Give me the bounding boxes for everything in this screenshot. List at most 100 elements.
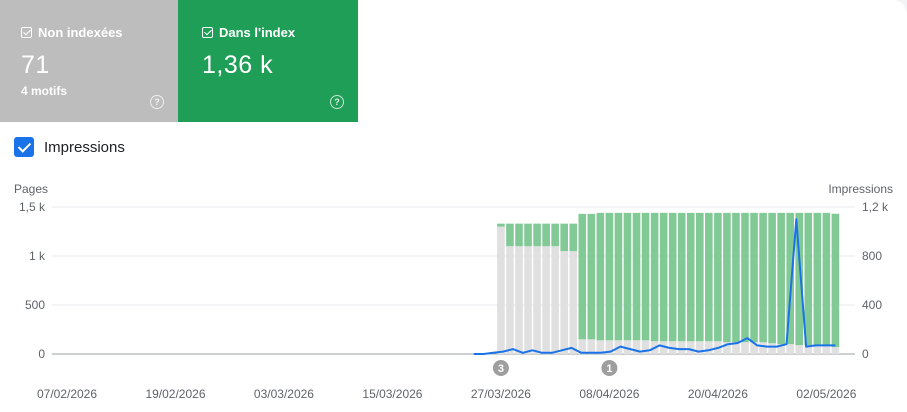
x-tick-label: 08/04/2026: [579, 387, 639, 401]
bar-indexed: [750, 212, 758, 343]
bar-non-indexed: [641, 340, 650, 354]
bar-indexed: [768, 212, 776, 344]
y-right-tick-label: 800: [862, 249, 882, 263]
bar-non-indexed: [750, 342, 758, 354]
x-tick-label: 27/03/2026: [471, 387, 531, 401]
indexed-label: Dans l'index: [219, 24, 296, 40]
bar-indexed: [741, 212, 749, 343]
annotation-marker: [601, 360, 618, 376]
bar-non-indexed: [515, 246, 523, 354]
bar-indexed: [632, 212, 641, 341]
x-tick-label: 07/02/2026: [37, 387, 97, 401]
bar-non-indexed: [804, 345, 813, 354]
bar-indexed: [705, 212, 713, 342]
annotation-label: 3: [498, 363, 504, 375]
y-right-tick-label: 1,2 k: [862, 200, 889, 214]
bar-non-indexed: [795, 345, 804, 354]
bar-non-indexed: [587, 339, 596, 354]
indexed-card[interactable]: Dans l'index 1,36 k ?: [178, 0, 358, 122]
bar-non-indexed: [506, 246, 514, 354]
bar-non-indexed: [578, 339, 587, 354]
bar-indexed: [650, 212, 659, 342]
impressions-toggle[interactable]: Impressions: [14, 137, 125, 157]
y-left-tick-label: 500: [25, 298, 45, 312]
indexed-header: Dans l'index: [202, 24, 337, 40]
bar-non-indexed: [786, 344, 794, 354]
bar-non-indexed: [705, 341, 713, 354]
non-indexed-reasons: 4 motifs: [21, 84, 68, 98]
bar-indexed: [515, 223, 523, 247]
y-left-tick-label: 0: [38, 347, 45, 361]
bar-non-indexed: [560, 251, 568, 354]
bar-indexed: [569, 223, 578, 252]
bar-indexed: [732, 212, 740, 343]
bar-indexed: [551, 223, 559, 247]
bar-indexed: [723, 212, 731, 343]
help-icon[interactable]: ?: [330, 95, 344, 109]
bar-indexed: [578, 213, 587, 340]
bar-non-indexed: [741, 342, 749, 354]
bar-indexed: [587, 213, 596, 340]
non-indexed-count: 71: [21, 51, 50, 79]
x-tick-label: 20/04/2026: [688, 387, 748, 401]
bar-non-indexed: [524, 246, 532, 354]
bar-indexed: [696, 212, 704, 342]
y-left-tick-label: 1 k: [29, 249, 46, 263]
annotation-label: 1: [606, 363, 612, 375]
bar-non-indexed: [632, 340, 641, 354]
bar-indexed: [831, 213, 840, 348]
non-indexed-header: Non indexées: [21, 24, 157, 40]
bar-non-indexed: [569, 251, 578, 354]
bar-non-indexed: [596, 340, 605, 354]
bar-non-indexed: [497, 226, 505, 354]
left-axis-title: Pages: [14, 182, 49, 196]
bar-indexed: [623, 212, 632, 341]
y-left-tick-label: 1,5 k: [19, 200, 46, 214]
x-tick-label: 02/05/2026: [796, 387, 856, 401]
bar-indexed: [677, 212, 686, 342]
bar-indexed: [714, 212, 722, 342]
bar-non-indexed: [696, 341, 704, 354]
bar-indexed: [795, 212, 804, 346]
bar-indexed: [686, 212, 695, 342]
impressions-toggle-label: Impressions: [44, 138, 125, 156]
bar-non-indexed: [533, 246, 541, 354]
bar-indexed: [524, 223, 532, 247]
bar-non-indexed: [777, 344, 785, 354]
bar-indexed: [759, 212, 767, 343]
bar-indexed: [533, 223, 541, 247]
bar-indexed: [813, 212, 822, 347]
checkbox-icon[interactable]: [14, 137, 34, 157]
impressions-line: [473, 218, 836, 355]
indexed-count: 1,36 k: [202, 51, 274, 79]
bar-indexed: [506, 223, 514, 247]
bar-non-indexed: [623, 340, 632, 354]
bar-indexed: [596, 212, 605, 341]
help-icon[interactable]: ?: [150, 95, 164, 109]
y-right-tick-label: 400: [862, 298, 882, 312]
annotation-marker: [492, 360, 509, 376]
bar-indexed: [804, 212, 813, 346]
bar-non-indexed: [831, 347, 840, 354]
bar-non-indexed: [813, 346, 822, 354]
bar-non-indexed: [723, 342, 731, 354]
checkbox-icon[interactable]: [202, 26, 213, 38]
bar-indexed: [641, 212, 650, 341]
non-indexed-card[interactable]: Non indexées 71 4 motifs ?: [0, 0, 178, 122]
bar-indexed: [668, 212, 677, 342]
right-axis-title: Impressions: [828, 182, 893, 196]
bar-indexed: [786, 212, 794, 345]
x-tick-label: 19/02/2026: [145, 387, 205, 401]
bar-non-indexed: [686, 341, 695, 354]
x-tick-label: 03/03/2026: [254, 387, 314, 401]
bar-indexed: [659, 212, 668, 342]
bar-indexed: [822, 212, 831, 347]
bar-non-indexed: [822, 346, 831, 354]
checkbox-icon[interactable]: [21, 26, 32, 38]
y-right-tick-label: 0: [862, 347, 869, 361]
bar-indexed: [614, 212, 623, 341]
bar-indexed: [542, 223, 550, 247]
bar-non-indexed: [768, 343, 776, 354]
